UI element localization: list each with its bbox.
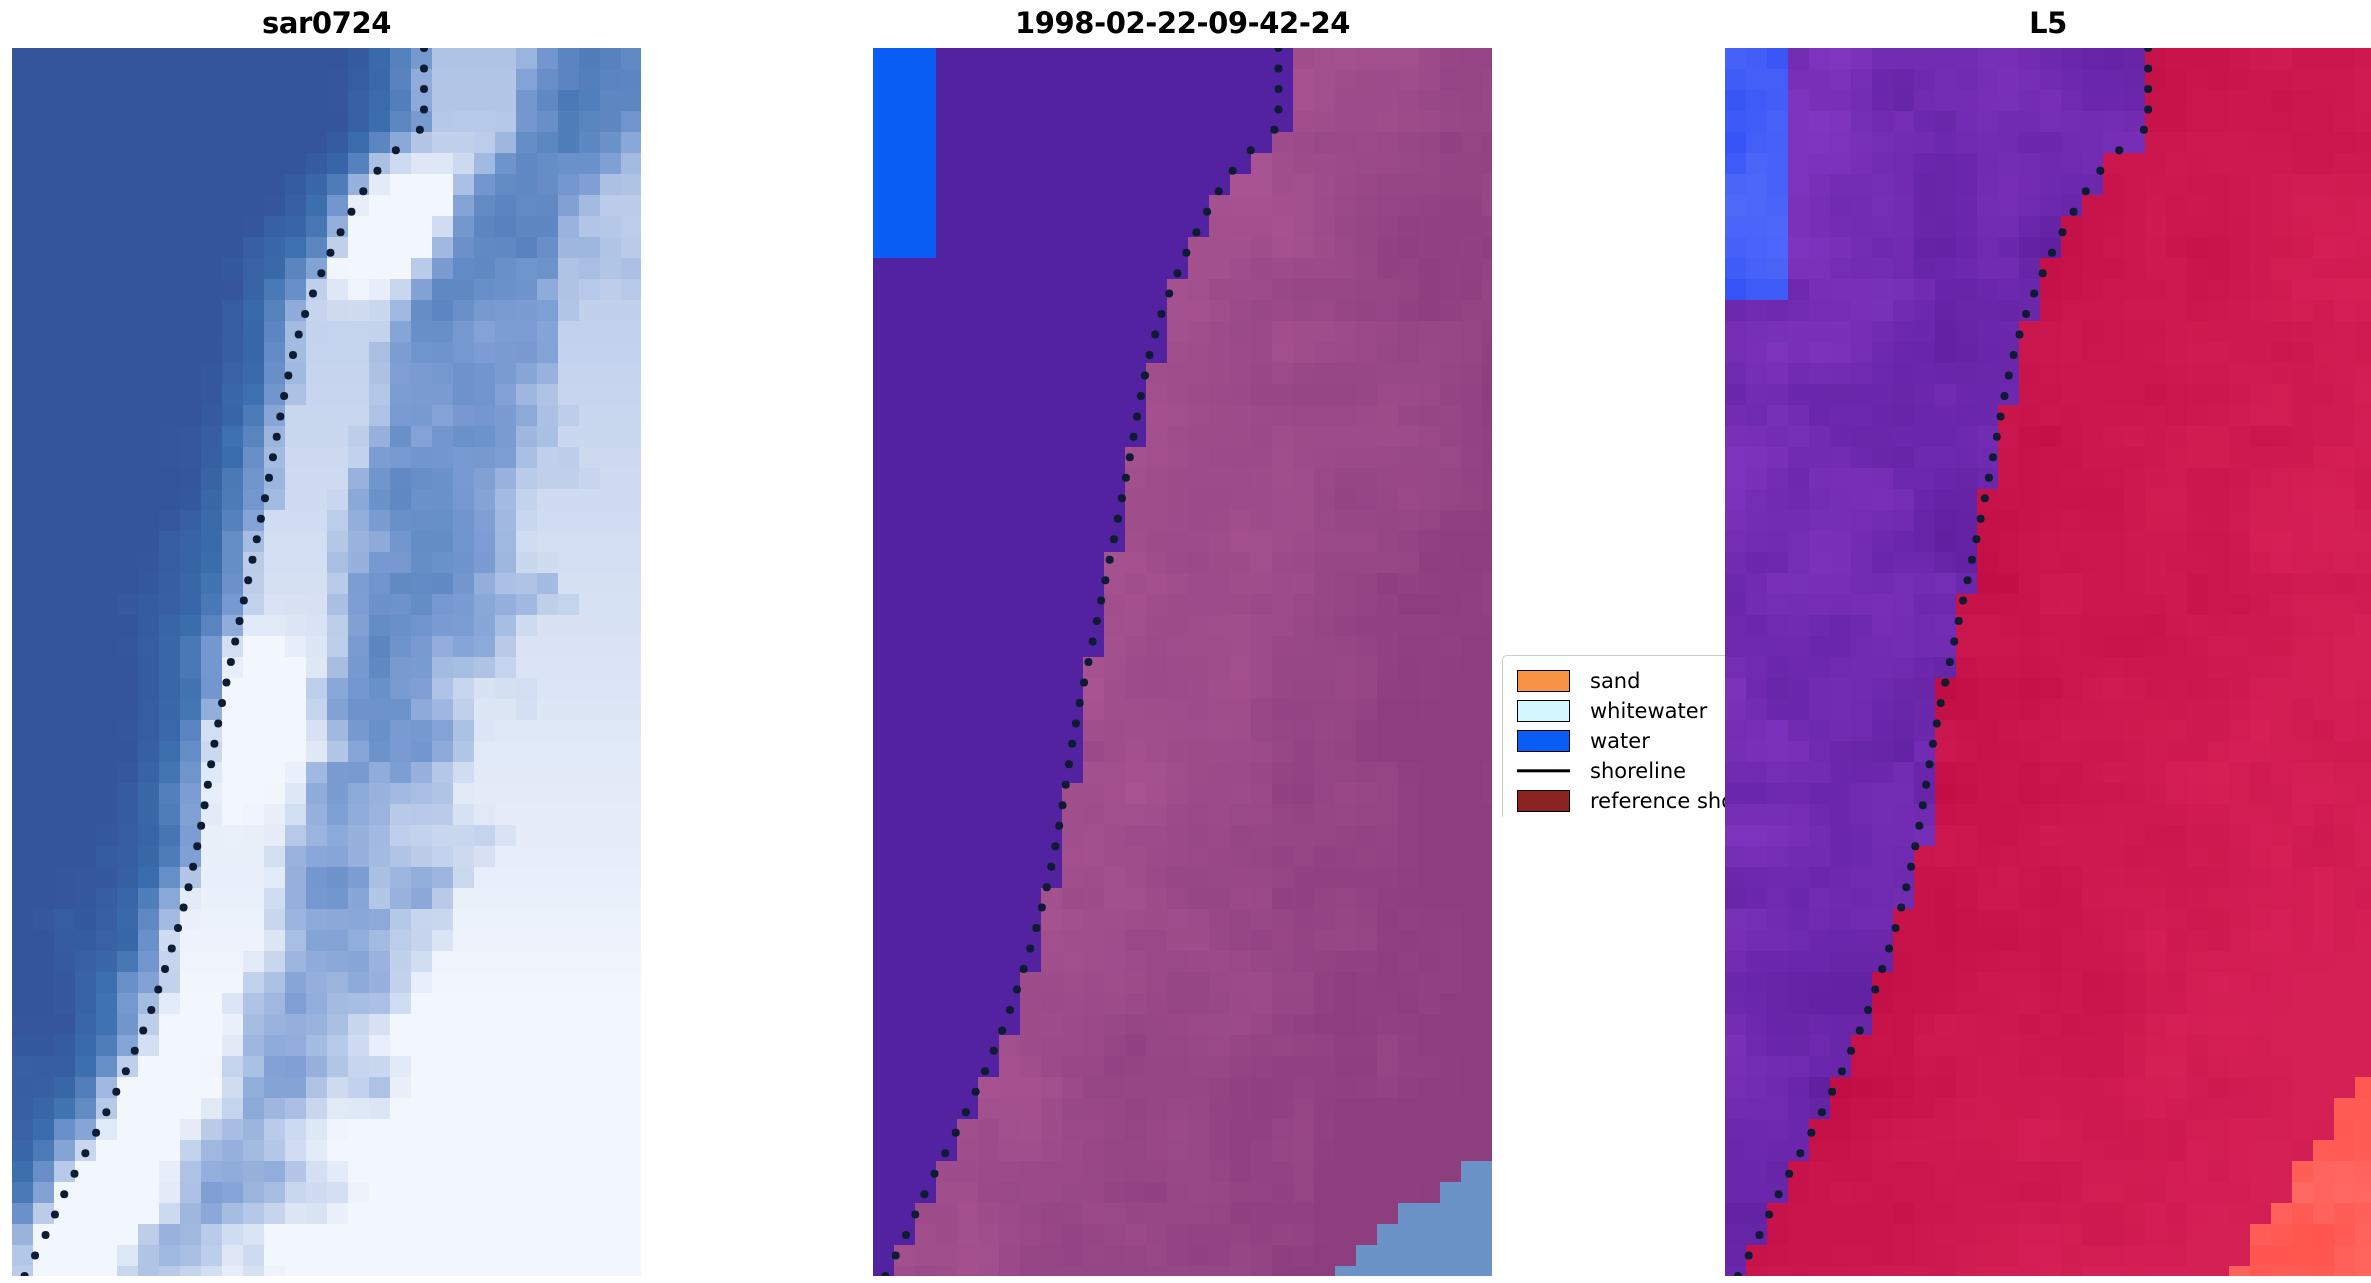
l5-image [1725, 48, 2371, 1276]
legend-item-reference-shoreline[interactable]: reference shoreline [1517, 786, 1725, 816]
panel-title-sar0724: sar0724 [261, 6, 392, 40]
class-legend: sand whitewater water shoreline reference sh… [1502, 655, 1725, 817]
panel-sar0724: sar0724 [0, 0, 653, 1283]
legend-item-sand[interactable]: sand [1517, 666, 1725, 696]
legend-item-whitewater[interactable]: whitewater [1517, 696, 1725, 726]
legend-label: whitewater [1590, 698, 1708, 723]
legend-swatch-water [1517, 730, 1570, 752]
legend-swatch-sand [1517, 670, 1570, 692]
panel-l5: L5 [1725, 0, 2371, 1283]
panel-classified: 1998-02-22-09-42-24 [873, 0, 1492, 1283]
sar-image [12, 48, 641, 1276]
legend-swatch-reference-shoreline [1517, 790, 1570, 812]
legend-swatch-line [1517, 760, 1570, 782]
panel-title-classified: 1998-02-22-09-42-24 [1014, 6, 1351, 40]
legend-box: sand whitewater water shoreline reference sh… [1502, 655, 1725, 817]
legend-label: shoreline [1590, 758, 1687, 783]
legend-label: sand [1590, 668, 1641, 693]
classified-image [873, 48, 1492, 1276]
legend-label: reference shoreline [1590, 788, 1725, 813]
panel-title-l5: L5 [2029, 6, 2067, 40]
legend-swatch-whitewater [1517, 700, 1570, 722]
legend-item-water[interactable]: water [1517, 726, 1725, 756]
legend-item-shoreline[interactable]: shoreline [1517, 756, 1725, 786]
legend-label: water [1590, 728, 1650, 753]
